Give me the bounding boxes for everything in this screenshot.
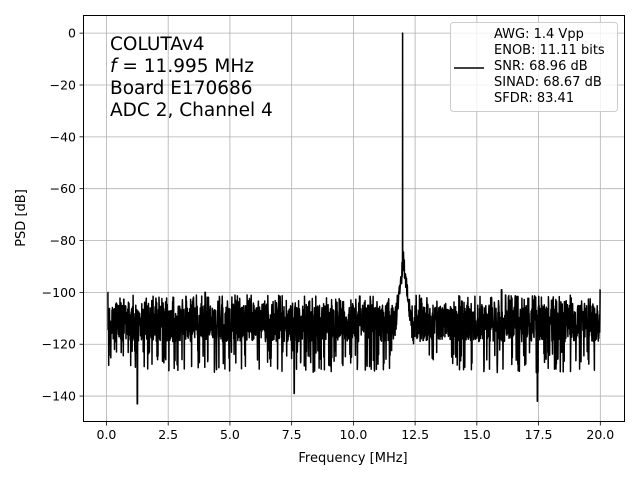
- y-tick-label: −20: [50, 77, 76, 92]
- y-tick-label: −120: [42, 337, 76, 352]
- x-axis-ticks: 0.0 2.5 5.0 7.5 10.0 12.5 15.0 17.5 20.0: [97, 422, 614, 442]
- y-tick-label: −100: [42, 285, 76, 300]
- y-tick-label: −60: [50, 181, 76, 196]
- psd-trace: [107, 32, 601, 405]
- y-tick-label: −140: [42, 389, 76, 404]
- x-tick-label: 10.0: [339, 427, 367, 442]
- x-axis-label: Frequency [MHz]: [298, 451, 407, 466]
- legend-sinad: SINAD: 68.67 dB: [494, 75, 602, 90]
- annotation-line-2: f = 11.995 MHz: [110, 56, 254, 77]
- y-tick-label: −80: [50, 233, 76, 248]
- x-tick-label: 2.5: [158, 427, 178, 442]
- plot-area-frame: [83, 15, 625, 422]
- y-axis-label: PSD [dB]: [14, 189, 29, 247]
- x-tick-label: 7.5: [282, 427, 302, 442]
- legend-box: [450, 22, 618, 112]
- annotation-line-1: COLUTAv4: [110, 34, 205, 55]
- x-tick-label: 20.0: [586, 427, 614, 442]
- annotation-f-symbol: f: [110, 56, 119, 77]
- x-tick-label: 15.0: [463, 427, 491, 442]
- legend-enob: ENOB: 11.11 bits: [494, 43, 605, 58]
- series-group: [107, 32, 601, 405]
- y-axis-ticks: 0 −20 −40 −60 −80 −100 −120 −140: [42, 26, 83, 404]
- legend-awg: AWG: 1.4 Vpp: [494, 27, 584, 42]
- info-annotation: COLUTAv4 f = 11.995 MHz Board E170686 AD…: [110, 34, 273, 121]
- annotation-line-4: ADC 2, Channel 4: [110, 100, 273, 121]
- legend-sfdr: SFDR: 83.41: [494, 91, 574, 106]
- x-tick-label: 12.5: [401, 427, 429, 442]
- y-tick-label: 0: [68, 26, 76, 41]
- annotation-line-3: Board E170686: [110, 78, 253, 99]
- x-tick-label: 5.0: [220, 427, 240, 442]
- annotation-frequency: = 11.995 MHz: [117, 56, 254, 77]
- x-tick-label: 0.0: [97, 427, 117, 442]
- y-tick-label: −40: [50, 129, 76, 144]
- x-tick-label: 17.5: [525, 427, 553, 442]
- legend-snr: SNR: 68.96 dB: [494, 59, 588, 74]
- legend: AWG: 1.4 Vpp ENOB: 11.11 bits SNR: 68.96…: [450, 22, 618, 112]
- grid-lines: [83, 15, 625, 422]
